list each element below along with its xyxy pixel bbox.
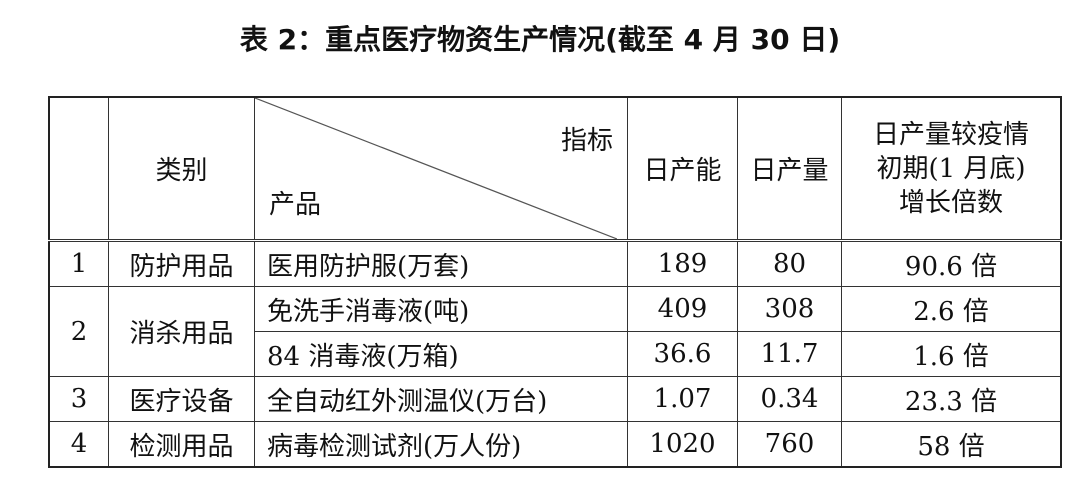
row-category: 检测用品 — [108, 421, 255, 468]
row-number: 1 — [48, 240, 109, 287]
row-product: 免洗手消毒液(吨) — [254, 286, 628, 332]
row-number: 3 — [48, 376, 109, 422]
row-output: 760 — [737, 421, 842, 468]
table-row: 3 医疗设备 全自动红外测温仪(万台) 1.07 0.34 23.3 倍 — [48, 376, 1062, 422]
row-growth: 1.6 倍 — [841, 331, 1062, 377]
row-product: 病毒检测试剂(万人份) — [254, 421, 628, 468]
table-row: 1 防护用品 医用防护服(万套) 189 80 90.6 倍 — [48, 240, 1062, 287]
header-diagonal-cell: 指标 产品 — [254, 96, 628, 242]
row-growth: 90.6 倍 — [841, 240, 1062, 287]
row-capacity: 409 — [627, 286, 738, 332]
header-product: 产品 — [269, 190, 322, 220]
header-indicator: 指标 — [560, 126, 613, 156]
header-capacity: 日产能 — [627, 96, 738, 242]
header-growth-line: 日产量较疫情 — [872, 119, 1029, 150]
table-row: 2 消杀用品 免洗手消毒液(吨) 409 308 2.6 倍 — [48, 286, 1062, 377]
row-output: 308 — [737, 286, 842, 332]
row-growth: 58 倍 — [841, 421, 1062, 468]
row-category: 消杀用品 — [108, 286, 255, 377]
row-category: 防护用品 — [108, 240, 255, 287]
row-capacity: 1.07 — [627, 376, 738, 422]
header-growth: 日产量较疫情 初期(1 月底) 增长倍数 — [841, 96, 1062, 242]
row-capacity: 189 — [627, 240, 738, 287]
diagonal-line — [255, 98, 617, 239]
row-category: 医疗设备 — [108, 376, 255, 422]
table-row: 4 检测用品 病毒检测试剂(万人份) 1020 760 58 倍 — [48, 421, 1062, 468]
row-number: 2 — [48, 286, 109, 377]
row-output: 0.34 — [737, 376, 842, 422]
header-output: 日产量 — [737, 96, 842, 242]
row-output: 80 — [737, 240, 842, 287]
row-number: 4 — [48, 421, 109, 468]
row-output: 11.7 — [737, 331, 842, 377]
row-product: 84 消毒液(万箱) — [254, 331, 628, 377]
table-row: 84 消毒液(万箱) 36.6 11.7 1.6 倍 — [49, 331, 1062, 377]
table-title: 表 2：重点医疗物资生产情况(截至 4 月 30 日) — [239, 23, 841, 56]
table-header-row: 类别 指标 产品 日产能 日产量 日产量较疫情 初期(1 月底) 增长倍数 — [48, 96, 1062, 242]
header-growth-line: 初期(1 月底) — [876, 153, 1026, 184]
row-product: 全自动红外测温仪(万台) — [254, 376, 628, 422]
row-growth: 2.6 倍 — [841, 286, 1062, 332]
row-growth: 23.3 倍 — [841, 376, 1062, 422]
header-number — [48, 96, 109, 242]
row-capacity: 1020 — [627, 421, 738, 468]
header-category: 类别 — [108, 96, 255, 242]
row-capacity: 36.6 — [627, 331, 738, 377]
medical-supplies-table: 类别 指标 产品 日产能 日产量 日产量较疫情 初期(1 月底) 增长倍数 1 … — [48, 96, 1062, 468]
row-product: 医用防护服(万套) — [254, 240, 628, 287]
header-growth-line: 增长倍数 — [898, 187, 1003, 218]
